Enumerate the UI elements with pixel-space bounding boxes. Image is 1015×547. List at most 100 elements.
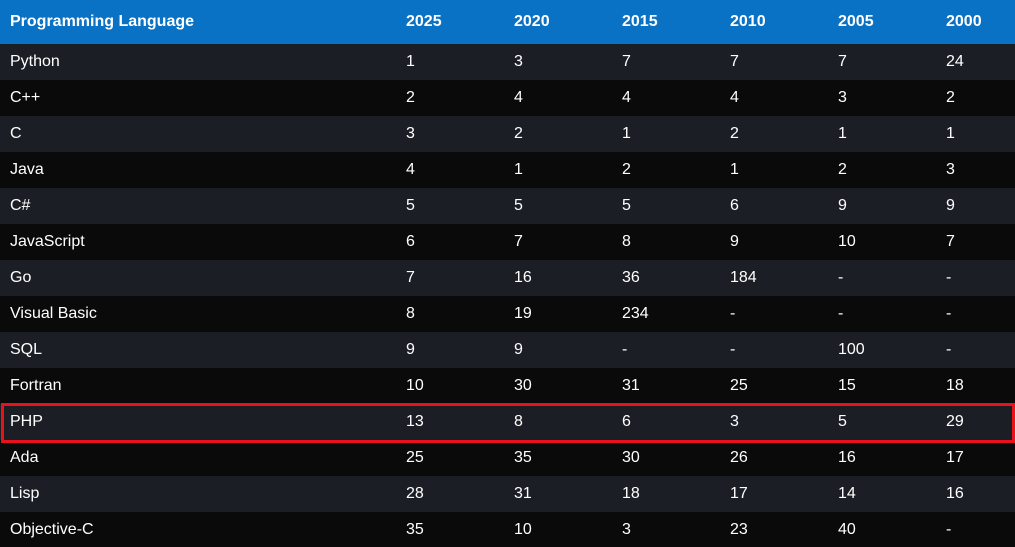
rank-cell: 1 [946, 125, 955, 142]
language-name-cell: Fortran [10, 377, 62, 394]
rank-cell: 16 [838, 449, 856, 466]
rank-cell: 31 [622, 377, 640, 394]
rank-cell: 18 [622, 485, 640, 502]
rank-cell: 24 [946, 53, 964, 70]
table-row: Ada 25 35 30 26 16 17 [0, 440, 1015, 476]
rank-cell: - [838, 305, 844, 322]
rank-cell: 4 [514, 89, 523, 106]
rank-cell: 184 [730, 269, 757, 286]
language-name-cell: Lisp [10, 485, 40, 502]
rank-cell: 9 [406, 341, 415, 358]
rank-cell: 6 [622, 413, 631, 430]
table-body: Python 1 3 7 7 7 24 C++ 2 4 4 4 3 2 C 3 2 1 2 1 1 Java 4 1 2 1 2 3 C… [0, 44, 1015, 547]
rank-cell: 35 [406, 521, 424, 538]
column-header-2000[interactable]: 2000 [946, 13, 982, 30]
rank-cell: 7 [946, 233, 955, 250]
column-header-2015[interactable]: 2015 [622, 13, 658, 30]
rank-cell: 30 [514, 377, 532, 394]
language-name-cell: JavaScript [10, 233, 85, 250]
rank-cell: 234 [622, 305, 649, 322]
rank-cell: 17 [730, 485, 748, 502]
language-name-cell: C# [10, 197, 31, 214]
rank-cell: 35 [514, 449, 532, 466]
table-row: C# 5 5 5 6 9 9 [0, 188, 1015, 224]
table-row: Go 7 16 36 184 - - [0, 260, 1015, 296]
rank-cell: 5 [838, 413, 847, 430]
rank-cell: 5 [514, 197, 523, 214]
rank-cell: 7 [838, 53, 847, 70]
rank-cell: 9 [838, 197, 847, 214]
table-row: SQL 9 9 - - 100 - [0, 332, 1015, 368]
header-row: Programming Language 2025 2020 2015 2010… [0, 0, 1015, 44]
rank-cell: 7 [406, 269, 415, 286]
rank-cell: 31 [514, 485, 532, 502]
rank-cell: 2 [622, 161, 631, 178]
rank-cell: 10 [838, 233, 856, 250]
table-row: PHP 13 8 6 3 5 29 [0, 404, 1015, 440]
rank-cell: 16 [946, 485, 964, 502]
rank-cell: 10 [406, 377, 424, 394]
rank-cell: 1 [514, 161, 523, 178]
table-row: Objective-C 35 10 3 23 40 - [0, 512, 1015, 547]
rank-cell: - [730, 305, 736, 322]
rank-cell: 16 [514, 269, 532, 286]
rank-cell: 2 [730, 125, 739, 142]
rank-cell: 6 [730, 197, 739, 214]
rank-cell: 29 [946, 413, 964, 430]
rank-cell: - [946, 305, 952, 322]
rank-cell: 9 [730, 233, 739, 250]
column-header-language[interactable]: Programming Language [10, 13, 195, 30]
rank-cell: 1 [622, 125, 631, 142]
table-row: JavaScript 6 7 8 9 10 7 [0, 224, 1015, 260]
table-row: Python 1 3 7 7 7 24 [0, 44, 1015, 80]
rank-cell: - [946, 269, 952, 286]
table-row: Fortran 10 30 31 25 15 18 [0, 368, 1015, 404]
rank-cell: 25 [406, 449, 424, 466]
rank-cell: 4 [406, 161, 415, 178]
rank-cell: 19 [514, 305, 532, 322]
rank-cell: 2 [406, 89, 415, 106]
rank-cell: 1 [406, 53, 415, 70]
rank-cell: 25 [730, 377, 748, 394]
column-header-2025[interactable]: 2025 [406, 13, 442, 30]
rank-cell: 2 [514, 125, 523, 142]
rank-cell: 8 [622, 233, 631, 250]
rank-cell: 4 [730, 89, 739, 106]
rank-cell: 3 [838, 89, 847, 106]
language-name-cell: Java [10, 161, 44, 178]
rank-cell: 8 [514, 413, 523, 430]
rank-cell: 13 [406, 413, 424, 430]
language-name-cell: Ada [10, 449, 39, 466]
rank-cell: 4 [622, 89, 631, 106]
language-name-cell: C [10, 125, 22, 142]
language-name-cell: Objective-C [10, 521, 94, 538]
rank-cell: 3 [622, 521, 631, 538]
rank-cell: 1 [838, 125, 847, 142]
rank-cell: 7 [622, 53, 631, 70]
table-row: C++ 2 4 4 4 3 2 [0, 80, 1015, 116]
rank-cell: - [622, 341, 628, 358]
language-name-cell: Go [10, 269, 32, 286]
table-row: C 3 2 1 2 1 1 [0, 116, 1015, 152]
rank-cell: 36 [622, 269, 640, 286]
rank-cell: 2 [838, 161, 847, 178]
table-header: Programming Language 2025 2020 2015 2010… [0, 0, 1015, 44]
column-header-2020[interactable]: 2020 [514, 13, 550, 30]
column-header-2010[interactable]: 2010 [730, 13, 766, 30]
rank-cell: 23 [730, 521, 748, 538]
rank-cell: 2 [946, 89, 955, 106]
rank-cell: 3 [946, 161, 955, 178]
column-header-2005[interactable]: 2005 [838, 13, 874, 30]
rank-cell: 28 [406, 485, 424, 502]
rank-cell: - [838, 269, 844, 286]
rank-cell: 5 [406, 197, 415, 214]
rank-cell: 3 [730, 413, 739, 430]
rank-cell: 9 [946, 197, 955, 214]
rank-cell: - [946, 341, 952, 358]
rank-cell: 3 [514, 53, 523, 70]
rank-cell: 14 [838, 485, 856, 502]
rank-cell: 8 [406, 305, 415, 322]
table-row: Lisp 28 31 18 17 14 16 [0, 476, 1015, 512]
rank-cell: 5 [622, 197, 631, 214]
